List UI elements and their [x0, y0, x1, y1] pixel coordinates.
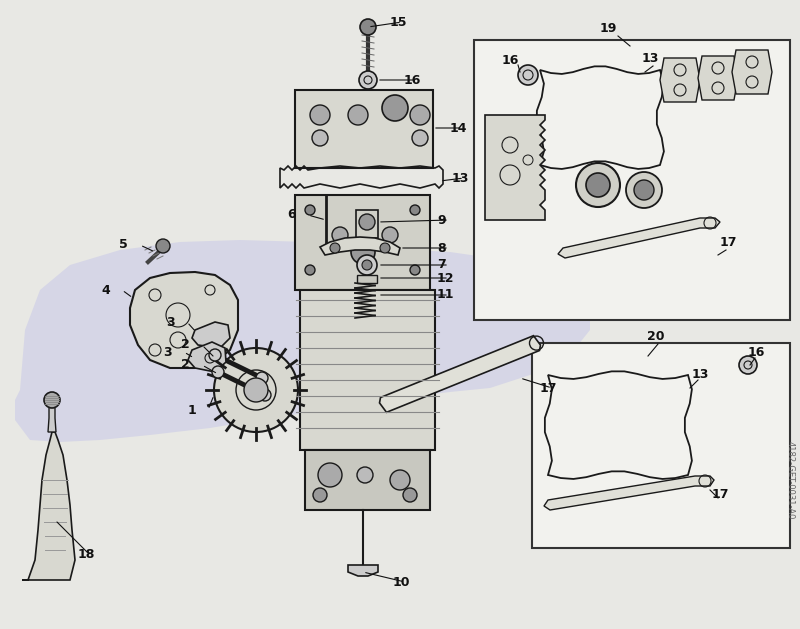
Polygon shape: [15, 240, 590, 442]
Circle shape: [259, 389, 271, 401]
Circle shape: [348, 105, 368, 125]
Bar: [295, 195, 430, 290]
Text: 2: 2: [182, 359, 190, 372]
Text: 17: 17: [711, 487, 729, 501]
Text: 19: 19: [599, 21, 617, 35]
Text: 16: 16: [502, 53, 518, 67]
Circle shape: [313, 488, 327, 502]
Polygon shape: [544, 476, 714, 510]
Polygon shape: [48, 403, 56, 432]
Polygon shape: [348, 565, 378, 576]
Polygon shape: [485, 115, 545, 220]
Circle shape: [214, 348, 298, 432]
Text: 4: 4: [102, 284, 110, 296]
Circle shape: [403, 488, 417, 502]
Circle shape: [410, 265, 420, 275]
Circle shape: [382, 95, 408, 121]
Text: 3: 3: [166, 316, 175, 328]
Text: 7: 7: [437, 259, 446, 272]
Text: 14: 14: [450, 121, 467, 135]
Polygon shape: [22, 432, 75, 580]
Circle shape: [212, 366, 224, 378]
Circle shape: [357, 467, 373, 483]
Text: 3: 3: [163, 345, 172, 359]
Bar: [305, 450, 430, 510]
Circle shape: [332, 227, 348, 243]
Circle shape: [310, 105, 330, 125]
Polygon shape: [192, 322, 230, 348]
Text: 15: 15: [390, 16, 407, 28]
Circle shape: [156, 239, 170, 253]
Polygon shape: [320, 237, 400, 255]
Bar: [356, 210, 378, 238]
Circle shape: [209, 349, 221, 361]
Text: 17: 17: [540, 382, 558, 394]
Circle shape: [380, 243, 390, 253]
Text: 13: 13: [452, 172, 470, 184]
Circle shape: [412, 130, 428, 146]
Circle shape: [410, 205, 420, 215]
Circle shape: [357, 255, 377, 275]
Circle shape: [518, 65, 538, 85]
Text: 2: 2: [182, 338, 190, 352]
Circle shape: [330, 243, 340, 253]
Circle shape: [312, 130, 328, 146]
Polygon shape: [379, 336, 541, 413]
Circle shape: [305, 205, 315, 215]
Text: 5: 5: [119, 238, 128, 252]
Text: 12: 12: [437, 272, 454, 284]
Text: 20: 20: [647, 330, 665, 343]
Text: 13: 13: [691, 369, 709, 382]
Bar: [300, 290, 435, 450]
Circle shape: [382, 227, 398, 243]
Text: 6: 6: [287, 208, 296, 221]
Polygon shape: [698, 56, 738, 100]
Polygon shape: [660, 58, 700, 102]
Polygon shape: [558, 218, 720, 258]
Text: 4182-GET-0031-A0: 4182-GET-0031-A0: [786, 441, 794, 519]
Circle shape: [318, 463, 342, 487]
Circle shape: [359, 214, 375, 230]
Circle shape: [256, 372, 268, 384]
Circle shape: [626, 172, 662, 208]
Text: 1: 1: [187, 403, 196, 416]
Bar: [532, 343, 790, 548]
Text: 8: 8: [437, 242, 446, 255]
Polygon shape: [188, 342, 226, 372]
Text: 16: 16: [404, 74, 422, 87]
Text: 16: 16: [747, 345, 765, 359]
Circle shape: [305, 265, 315, 275]
Text: 11: 11: [437, 289, 454, 301]
Circle shape: [244, 378, 268, 402]
Text: 18: 18: [78, 548, 95, 562]
Circle shape: [739, 356, 757, 374]
Bar: [295, 90, 433, 168]
Text: 17: 17: [719, 235, 737, 248]
Bar: [474, 40, 790, 320]
Circle shape: [359, 71, 377, 89]
Circle shape: [351, 240, 375, 264]
Circle shape: [44, 392, 60, 408]
Circle shape: [360, 19, 376, 35]
Polygon shape: [732, 50, 772, 94]
Text: 13: 13: [642, 52, 658, 65]
Bar: [357, 275, 377, 283]
Circle shape: [576, 163, 620, 207]
Circle shape: [586, 173, 610, 197]
Text: 10: 10: [393, 576, 410, 589]
Circle shape: [390, 470, 410, 490]
Circle shape: [634, 180, 654, 200]
Circle shape: [410, 105, 430, 125]
Circle shape: [362, 260, 372, 270]
Text: 9: 9: [437, 213, 446, 226]
Polygon shape: [130, 272, 238, 368]
